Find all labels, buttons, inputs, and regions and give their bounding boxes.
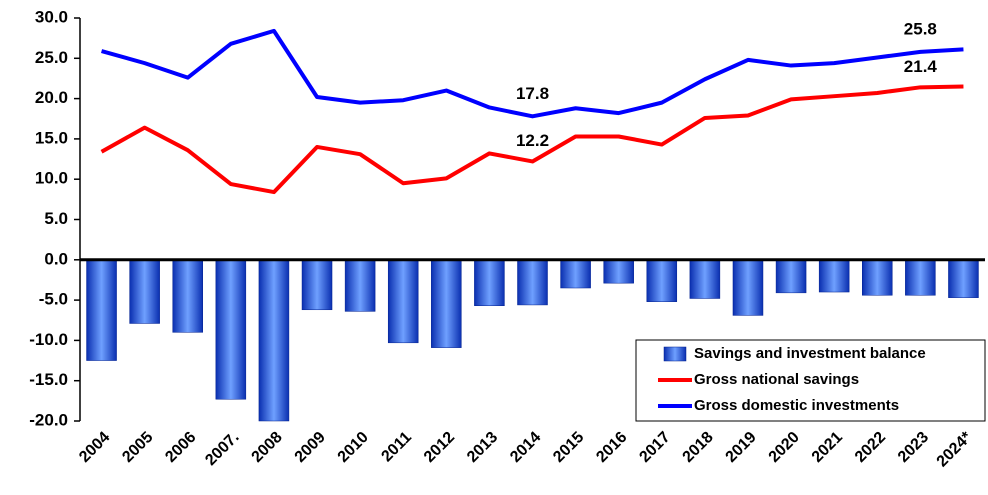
bar: [905, 259, 936, 296]
y-tick-label: -5.0: [39, 290, 68, 309]
line: [101, 28, 964, 119]
data-label: 25.8: [904, 19, 937, 38]
x-tick-label: 2012: [421, 429, 458, 466]
bar: [86, 259, 117, 361]
x-tick-label: 2006: [162, 429, 199, 466]
y-tick-label: 25.0: [35, 48, 68, 67]
bar: [474, 259, 505, 306]
y-tick-label: 5.0: [44, 209, 68, 228]
bar: [732, 259, 764, 316]
x-tick-label: 2023: [895, 429, 932, 466]
bar: [818, 259, 850, 293]
x-tick-label: 2018: [680, 429, 717, 466]
data-label: 12.2: [516, 131, 549, 150]
y-tick-label: 10.0: [35, 169, 68, 188]
x-tick-label: 2017: [636, 429, 673, 466]
x-tick-label: 2009: [292, 429, 329, 466]
x-tick-label: 2024*: [934, 428, 976, 470]
bar: [560, 259, 591, 289]
x-tick-label: 2011: [378, 429, 415, 466]
y-tick-label: 30.0: [35, 7, 68, 26]
legend-swatch: [663, 346, 687, 362]
bar: [387, 259, 419, 344]
data-label: 17.8: [516, 84, 549, 103]
x-tick-label: 2010: [335, 429, 372, 466]
x-tick-label: 2020: [766, 429, 803, 466]
legend-label: Gross domestic investments: [694, 397, 899, 414]
y-tick-label: 15.0: [35, 128, 68, 147]
bar: [517, 259, 548, 306]
bar: [948, 259, 979, 298]
bar: [258, 259, 290, 422]
x-tick-label: 2007.: [202, 429, 242, 469]
x-tick-label: 2019: [723, 429, 760, 466]
data-label: 21.4: [904, 57, 938, 76]
y-tick-label: -20.0: [29, 410, 68, 429]
x-tick-label: 2004: [76, 429, 113, 466]
x-tick-label: 2015: [550, 429, 587, 466]
x-tick-label: 2005: [119, 429, 156, 466]
x-tick-label: 2016: [593, 429, 630, 466]
bar: [172, 259, 203, 333]
bar: [775, 259, 807, 294]
y-tick-label: -10.0: [29, 330, 68, 349]
x-tick-label: 2022: [852, 429, 889, 466]
y-tick-label: -15.0: [29, 370, 68, 389]
y-tick-label: 0.0: [44, 249, 68, 268]
bar: [301, 259, 333, 311]
line: [100, 84, 964, 195]
x-tick-label: 2021: [809, 429, 846, 466]
legend-label: Gross national savings: [694, 371, 859, 388]
bar: [344, 259, 376, 312]
bar: [431, 259, 462, 348]
y-tick-label: 20.0: [35, 88, 68, 107]
bar: [603, 259, 634, 284]
bar: [215, 259, 247, 400]
bar: [689, 259, 721, 299]
x-tick-label: 2013: [464, 429, 501, 466]
x-tick-label: 2008: [249, 429, 286, 466]
bar: [646, 259, 678, 302]
x-tick-label: 2014: [507, 429, 544, 466]
bar: [129, 259, 160, 324]
legend-box: [635, 339, 986, 422]
legend-label: Savings and investment balance: [694, 345, 926, 362]
bar: [862, 259, 893, 296]
